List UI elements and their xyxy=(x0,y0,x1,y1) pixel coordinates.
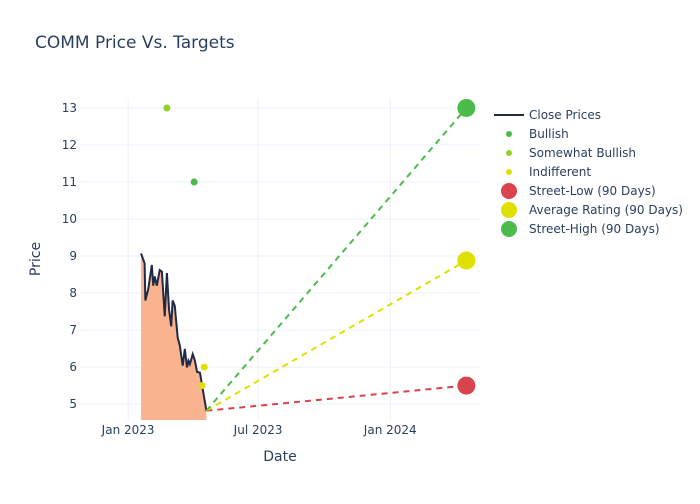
x-tick-label: Jan 2024 xyxy=(363,423,417,437)
close-price-area xyxy=(141,253,207,420)
target-line xyxy=(205,259,467,412)
legend-label: Average Rating (90 Days) xyxy=(529,203,683,217)
y-axis-label: Price xyxy=(28,242,44,276)
legend-label: Street-Low (90 Days) xyxy=(529,184,656,198)
legend-label: Somewhat Bullish xyxy=(529,146,636,160)
y-tick-label: 11 xyxy=(62,175,77,189)
y-tick-label: 10 xyxy=(62,212,77,226)
y-tick-label: 13 xyxy=(62,101,77,115)
y-tick-label: 5 xyxy=(69,397,77,411)
rating-point xyxy=(200,363,208,371)
target-line xyxy=(205,107,468,412)
legend-dot-swatch xyxy=(506,131,512,137)
legend-dot-swatch xyxy=(506,169,512,175)
legend-label: Bullish xyxy=(529,127,569,141)
legend-label: Street-High (90 Days) xyxy=(529,222,660,236)
legend-dot-swatch xyxy=(501,183,517,199)
legend-label: Close Prices xyxy=(529,108,601,122)
rating-point xyxy=(190,178,198,186)
target-marker xyxy=(457,98,476,117)
y-tick-label: 12 xyxy=(62,138,77,152)
legend-label: Indifferent xyxy=(529,165,591,179)
legend-dot-swatch xyxy=(501,221,517,237)
legend-dot-swatch xyxy=(501,202,517,218)
y-tick-label: 7 xyxy=(69,323,77,337)
y-tick-label: 8 xyxy=(69,286,77,300)
target-marker xyxy=(457,251,476,270)
target-marker xyxy=(457,376,476,395)
rating-point xyxy=(163,104,171,112)
y-tick-label: 6 xyxy=(69,360,77,374)
rating-point xyxy=(198,382,206,390)
x-tick-label: Jul 2023 xyxy=(233,423,283,437)
legend-dot-swatch xyxy=(506,150,512,156)
y-tick-label: 9 xyxy=(69,249,77,263)
close-price-line xyxy=(140,253,208,411)
x-axis-label: Date xyxy=(263,449,296,465)
chart-title: COMM Price Vs. Targets xyxy=(35,33,235,53)
x-tick-label: Jan 2023 xyxy=(101,423,155,437)
